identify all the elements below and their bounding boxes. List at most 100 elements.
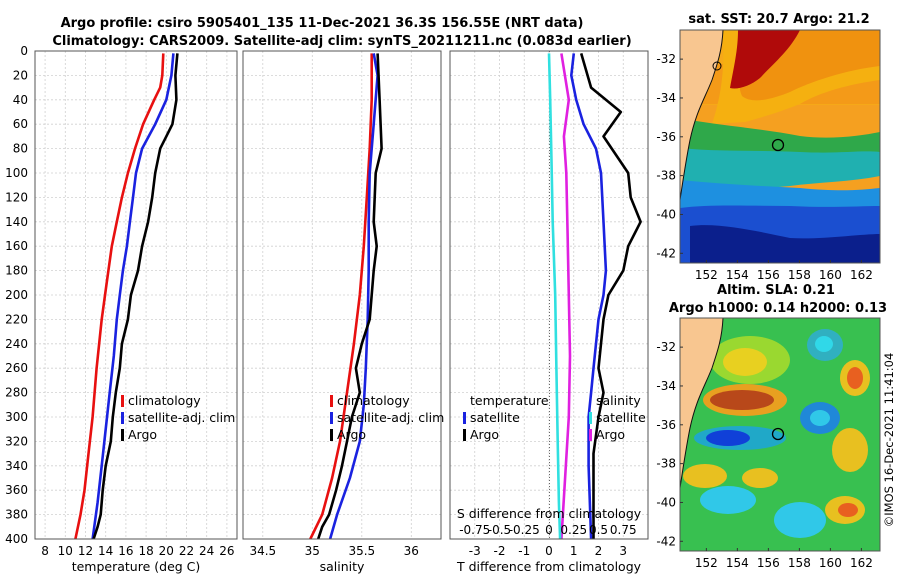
credit-label: ©IMOS 16-Dec-2021 11:41:04 <box>882 353 896 528</box>
top-tick-label: 0 <box>545 523 553 537</box>
map-x-tick-label: 158 <box>788 556 811 570</box>
sst-map-frame <box>679 29 881 264</box>
sst-coastline <box>680 30 724 201</box>
map-y-tick-label: -36 <box>656 130 676 144</box>
x-tick-label: 3 <box>619 544 627 558</box>
series-line-satellite-adj-clim <box>328 53 379 540</box>
top-tick-label: -0.25 <box>509 523 540 537</box>
legend-t-satellite-swatch <box>463 412 466 424</box>
x-tick-label: 36 <box>404 544 419 558</box>
depth-tick-label: 240 <box>5 337 28 351</box>
map-x-tick-label: 152 <box>695 268 718 282</box>
difference-panel-frame <box>449 50 649 540</box>
legend-salinity-title: salinity <box>596 393 641 408</box>
x-tick-label: 18 <box>138 544 153 558</box>
x-tick-label: 20 <box>159 544 174 558</box>
top-tick-label: -0.75 <box>459 523 490 537</box>
legend-t-argo-swatch <box>463 429 466 441</box>
legend-argo-swatch <box>330 429 333 441</box>
x-tick-label: 22 <box>179 544 194 558</box>
depth-tick-label: 180 <box>5 264 28 278</box>
legend-s-satellite-label: satellite <box>596 410 646 425</box>
depth-tick-label: 40 <box>13 93 28 107</box>
map-y-tick-label: -38 <box>656 457 676 471</box>
series-line-argo <box>92 53 179 540</box>
legend-s-argo-label: Argo <box>596 427 625 442</box>
depth-tick-label: 140 <box>5 215 28 229</box>
depth-tick-label: 80 <box>13 142 28 156</box>
legend-s-satellite-swatch <box>589 412 592 424</box>
x-tick-label: 0 <box>545 544 553 558</box>
map-x-tick-label: 156 <box>757 556 780 570</box>
sst-map-title: sat. SST: 20.7 Argo: 21.2 <box>688 12 869 27</box>
map-x-tick-label: 162 <box>850 556 873 570</box>
sst-map: sat. SST: 20.7 Argo: 21.2 152 154 156 158 16… <box>656 12 881 282</box>
legend-argo-label: Argo <box>128 427 157 442</box>
depth-tick-label: 300 <box>5 410 28 424</box>
map-y-tick-label: -32 <box>656 340 676 354</box>
legend-temperature-title: temperature <box>470 393 549 408</box>
difference-panel: -3 -2 -1 0 1 2 3 T difference from climatology… <box>449 50 649 574</box>
x-tick-label: -2 <box>494 544 506 558</box>
figure-title-line1: Argo profile: csiro 5905401_135 11-Dec-2… <box>61 16 584 31</box>
temperature-panel-frame <box>34 50 238 540</box>
sla-float-marker <box>771 427 785 441</box>
x-tick-label: 2 <box>595 544 603 558</box>
legend-t-satellite-label: satellite <box>470 410 520 425</box>
x-tick-label: 1 <box>570 544 578 558</box>
depth-tick-label: 280 <box>5 386 28 400</box>
temperature-legend: climatology satellite-adj. clim Argo <box>121 393 235 442</box>
x-tick-label: 16 <box>118 544 133 558</box>
warm-current-core <box>730 30 800 89</box>
depth-tick-label: 60 <box>13 117 28 131</box>
depth-tick-label: 120 <box>5 190 28 204</box>
legend-satellite-swatch <box>121 412 124 424</box>
x-tick-label: 12 <box>78 544 93 558</box>
x-tick-label: 35.5 <box>348 544 375 558</box>
map-y-tick-label: -42 <box>656 534 676 548</box>
sla-map-title: Altim. SLA: 0.21 <box>717 283 835 298</box>
map-x-tick-label: 156 <box>757 268 780 282</box>
map-x-tick-label: 160 <box>819 556 842 570</box>
map-x-tick-label: 160 <box>819 268 842 282</box>
legend-satellite-swatch <box>330 412 333 424</box>
top-tick-label: -0.5 <box>488 523 511 537</box>
temperature-xlabel: temperature (deg C) <box>72 559 201 574</box>
legend-argo-swatch <box>121 429 124 441</box>
salinity-legend: climatology satellite-adj. clim Argo <box>330 393 444 442</box>
legend-satellite-label: satellite-adj. clim <box>128 410 235 425</box>
sla-map-frame <box>679 317 881 552</box>
x-tick-label: -3 <box>469 544 481 558</box>
x-tick-label: -1 <box>518 544 530 558</box>
depth-tick-label: 260 <box>5 361 28 375</box>
depth-tick-label: 380 <box>5 508 28 522</box>
series-line-climatology <box>309 53 374 540</box>
series-line-satellite-adj-clim <box>91 53 175 540</box>
map-y-tick-label: -40 <box>656 207 676 221</box>
top-tick-label: 0.75 <box>610 523 637 537</box>
x-tick-label: 14 <box>98 544 113 558</box>
map-y-tick-label: -34 <box>656 91 676 105</box>
legend-t-argo-label: Argo <box>470 427 499 442</box>
depth-tick-label: 340 <box>5 459 28 473</box>
map-y-tick-label: -40 <box>656 495 676 509</box>
map-y-tick-label: -34 <box>656 379 676 393</box>
depth-tick-label: 100 <box>5 166 28 180</box>
top-tick-label: 0.25 <box>560 523 587 537</box>
sst-land <box>680 30 723 200</box>
temperature-panel: 8 10 12 14 16 18 20 22 24 26 0 20 40 60 80 100 120 140 16… <box>5 44 238 574</box>
depth-tick-label: 160 <box>5 239 28 253</box>
series-line-t-satellite <box>569 53 608 540</box>
t-diff-xlabel: T difference from climatology <box>456 559 642 574</box>
top-tick-label: 0.5 <box>589 523 608 537</box>
sla-coastline <box>680 318 724 489</box>
legend-climatology-swatch <box>330 395 333 407</box>
series-line-s-argo <box>547 53 562 540</box>
salinity-panel-frame <box>242 50 442 540</box>
legend-satellite-label: satellite-adj. clim <box>337 410 444 425</box>
x-tick-label: 35 <box>305 544 320 558</box>
x-tick-label: 26 <box>219 544 234 558</box>
salinity-panel: 34.5 35 35.5 36 salinity climatology satell… <box>242 50 444 574</box>
depth-tick-label: 200 <box>5 288 28 302</box>
map-y-tick-label: -32 <box>656 52 676 66</box>
